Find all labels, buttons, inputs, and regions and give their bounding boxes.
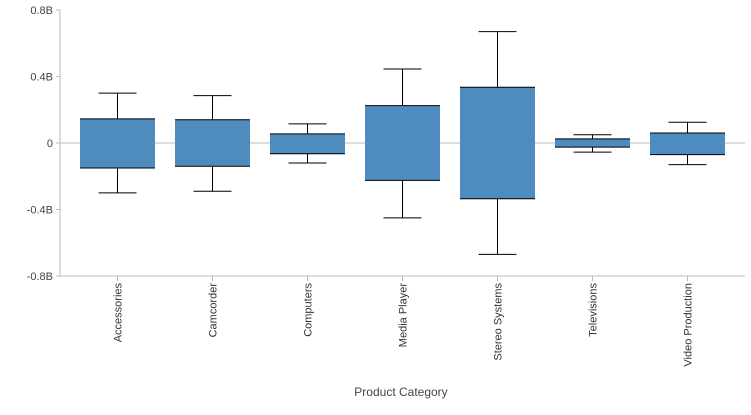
x-tick-label: Accessories [113,283,125,343]
y-tick-label: 0.8B [30,5,53,17]
box-body [270,133,345,154]
y-tick-label: 0 [47,138,53,150]
x-tick-label: Televisions [588,283,600,337]
y-tick-label: -0.8B [27,271,53,283]
box-body [175,119,250,167]
x-axis: Accessories Camcorder Computers Media Playe… [60,275,745,367]
x-tick-label: Computers [303,283,315,337]
box-media-player [365,68,440,219]
y-tick-label: 0.4B [30,72,53,84]
x-tick-label: Video Production [683,283,695,367]
x-tick-label: Media Player [398,283,410,348]
plot-area [60,31,745,255]
y-tick-label: -0.4B [27,205,53,217]
box-video-production [650,121,725,166]
box-televisions [555,134,630,153]
box-body [80,118,155,168]
box-camcorder [175,95,250,192]
box-stereo-systems [460,31,535,255]
box-body [555,138,630,148]
y-axis: 0.8B 0.4B 0 -0.4B -0.8B [27,5,61,283]
box-body [460,87,535,199]
box-body [650,133,725,155]
box-computers [270,123,345,164]
x-axis-title: Product Category [354,385,447,399]
x-tick-label: Stereo Systems [493,283,505,361]
x-tick-label: Camcorder [208,283,220,338]
box-body [365,105,440,181]
box-accessories [80,92,155,194]
